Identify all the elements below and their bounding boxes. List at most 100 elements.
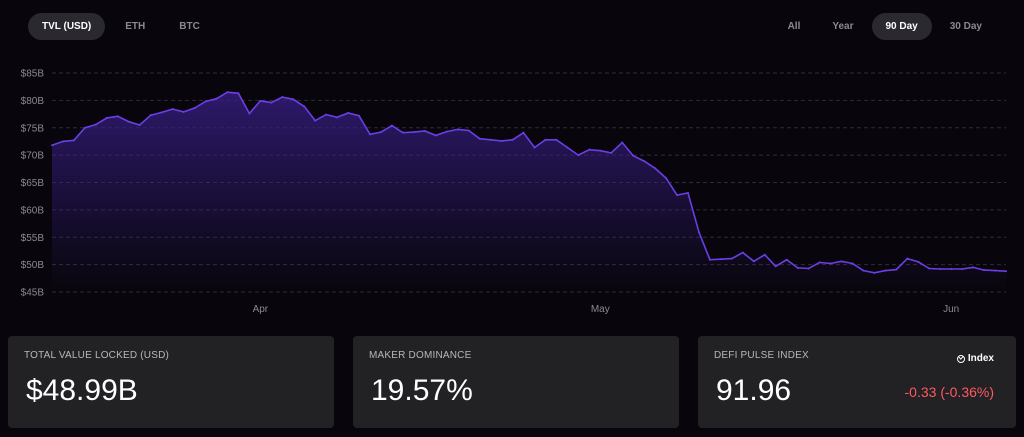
x-tick-label: Apr bbox=[253, 304, 269, 315]
range-tabs: All Year 90 Day 30 Day bbox=[774, 13, 996, 40]
data-point bbox=[138, 124, 141, 127]
data-point bbox=[687, 191, 689, 194]
defi-pulse-index-change: -0.33 (-0.36%) bbox=[904, 384, 994, 400]
data-points bbox=[51, 91, 1007, 274]
data-point bbox=[829, 262, 832, 265]
data-point bbox=[314, 119, 317, 122]
y-tick-label: $65B bbox=[21, 178, 45, 189]
data-point bbox=[390, 124, 393, 127]
data-point bbox=[401, 131, 404, 134]
data-point bbox=[51, 144, 53, 147]
data-point bbox=[511, 138, 514, 141]
defi-pulse-index-value: 91.96 bbox=[716, 374, 792, 407]
data-point bbox=[500, 139, 503, 142]
data-point bbox=[61, 140, 64, 143]
data-point bbox=[149, 114, 152, 117]
tab-90-day[interactable]: 90 Day bbox=[871, 13, 932, 40]
index-link-label: Index bbox=[967, 353, 994, 364]
data-point bbox=[445, 130, 448, 133]
data-point bbox=[281, 96, 284, 99]
data-point bbox=[676, 194, 679, 197]
y-tick-label: $75B bbox=[21, 123, 45, 134]
data-point bbox=[182, 110, 185, 113]
data-point bbox=[204, 100, 207, 103]
data-point bbox=[358, 114, 361, 117]
data-point bbox=[193, 107, 196, 110]
maker-dominance-card: MAKER DOMINANCE 19.57% bbox=[353, 336, 679, 428]
data-point bbox=[478, 137, 481, 140]
data-point bbox=[577, 154, 580, 157]
data-point bbox=[632, 154, 635, 157]
data-point bbox=[818, 261, 821, 264]
data-point bbox=[697, 231, 700, 234]
data-point bbox=[741, 251, 744, 254]
data-point bbox=[259, 99, 262, 102]
data-point bbox=[840, 260, 843, 263]
data-point bbox=[862, 269, 865, 272]
data-point bbox=[160, 111, 163, 114]
data-point bbox=[994, 269, 997, 272]
y-tick-label: $70B bbox=[21, 151, 45, 162]
maker-dominance-value: 19.57% bbox=[371, 374, 473, 407]
y-tick-label: $85B bbox=[21, 69, 45, 80]
data-point bbox=[950, 268, 953, 271]
data-point bbox=[434, 134, 437, 137]
data-point bbox=[456, 128, 459, 131]
defi-pulse-index-label: DEFI PULSE INDEX bbox=[714, 350, 809, 361]
tvl-card: TOTAL VALUE LOCKED (USD) $48.99B bbox=[8, 336, 334, 428]
data-point bbox=[116, 115, 119, 118]
data-point bbox=[708, 258, 711, 261]
data-point bbox=[522, 131, 525, 134]
y-tick-label: $55B bbox=[21, 233, 45, 244]
check-circle-icon bbox=[956, 354, 965, 363]
data-point bbox=[105, 116, 108, 119]
tvl-area bbox=[52, 92, 1006, 292]
data-point bbox=[588, 148, 591, 151]
data-point bbox=[566, 146, 569, 149]
tab-eth[interactable]: ETH bbox=[125, 21, 146, 32]
index-link[interactable]: Index bbox=[956, 353, 994, 364]
tvl-card-label: TOTAL VALUE LOCKED (USD) bbox=[24, 350, 170, 361]
tab-tvl-usd[interactable]: TVL (USD) bbox=[28, 13, 106, 40]
defi-pulse-index-card: DEFI PULSE INDEX Index 91.96 -0.33 (-0.3… bbox=[698, 336, 1016, 428]
data-point bbox=[248, 112, 251, 115]
tab-30-day[interactable]: 30 Day bbox=[949, 21, 982, 32]
tab-btc[interactable]: BTC bbox=[179, 21, 200, 32]
data-point bbox=[851, 262, 854, 265]
data-point bbox=[983, 269, 986, 272]
data-point bbox=[325, 113, 328, 116]
data-point bbox=[467, 129, 470, 132]
data-point bbox=[785, 258, 788, 261]
data-point bbox=[369, 133, 371, 136]
maker-dominance-label: MAKER DOMINANCE bbox=[369, 350, 472, 361]
tvl-area-chart[interactable]: $45B $50B $55B $60B $65B $70B $75B $80B $85B Apr… bbox=[0, 58, 1024, 320]
data-point bbox=[730, 257, 733, 260]
data-point bbox=[763, 253, 766, 256]
data-point bbox=[906, 257, 909, 260]
x-axis: Apr May Jun bbox=[253, 304, 960, 315]
data-point bbox=[621, 141, 624, 144]
data-point bbox=[94, 123, 97, 126]
x-tick-label: May bbox=[591, 304, 610, 315]
tvl-series-line bbox=[51, 91, 1007, 274]
y-axis: $45B $50B $55B $60B $65B $70B $75B $80B $85B bbox=[21, 69, 45, 299]
data-point bbox=[226, 91, 229, 94]
data-point bbox=[654, 167, 657, 170]
data-point bbox=[171, 108, 174, 111]
data-point bbox=[270, 101, 273, 104]
data-point bbox=[928, 267, 931, 270]
data-point bbox=[533, 146, 536, 149]
data-point bbox=[807, 267, 810, 270]
tab-year[interactable]: Year bbox=[832, 21, 854, 32]
tab-all[interactable]: All bbox=[787, 21, 801, 32]
data-point bbox=[961, 268, 964, 271]
data-point bbox=[796, 266, 799, 269]
data-point bbox=[599, 149, 602, 152]
data-point bbox=[347, 111, 350, 114]
data-point bbox=[127, 120, 130, 123]
y-tick-label: $60B bbox=[21, 205, 45, 216]
data-point bbox=[292, 98, 295, 101]
data-point bbox=[610, 151, 613, 154]
y-tick-label: $80B bbox=[21, 96, 45, 107]
x-tick-label: Jun bbox=[943, 304, 959, 315]
